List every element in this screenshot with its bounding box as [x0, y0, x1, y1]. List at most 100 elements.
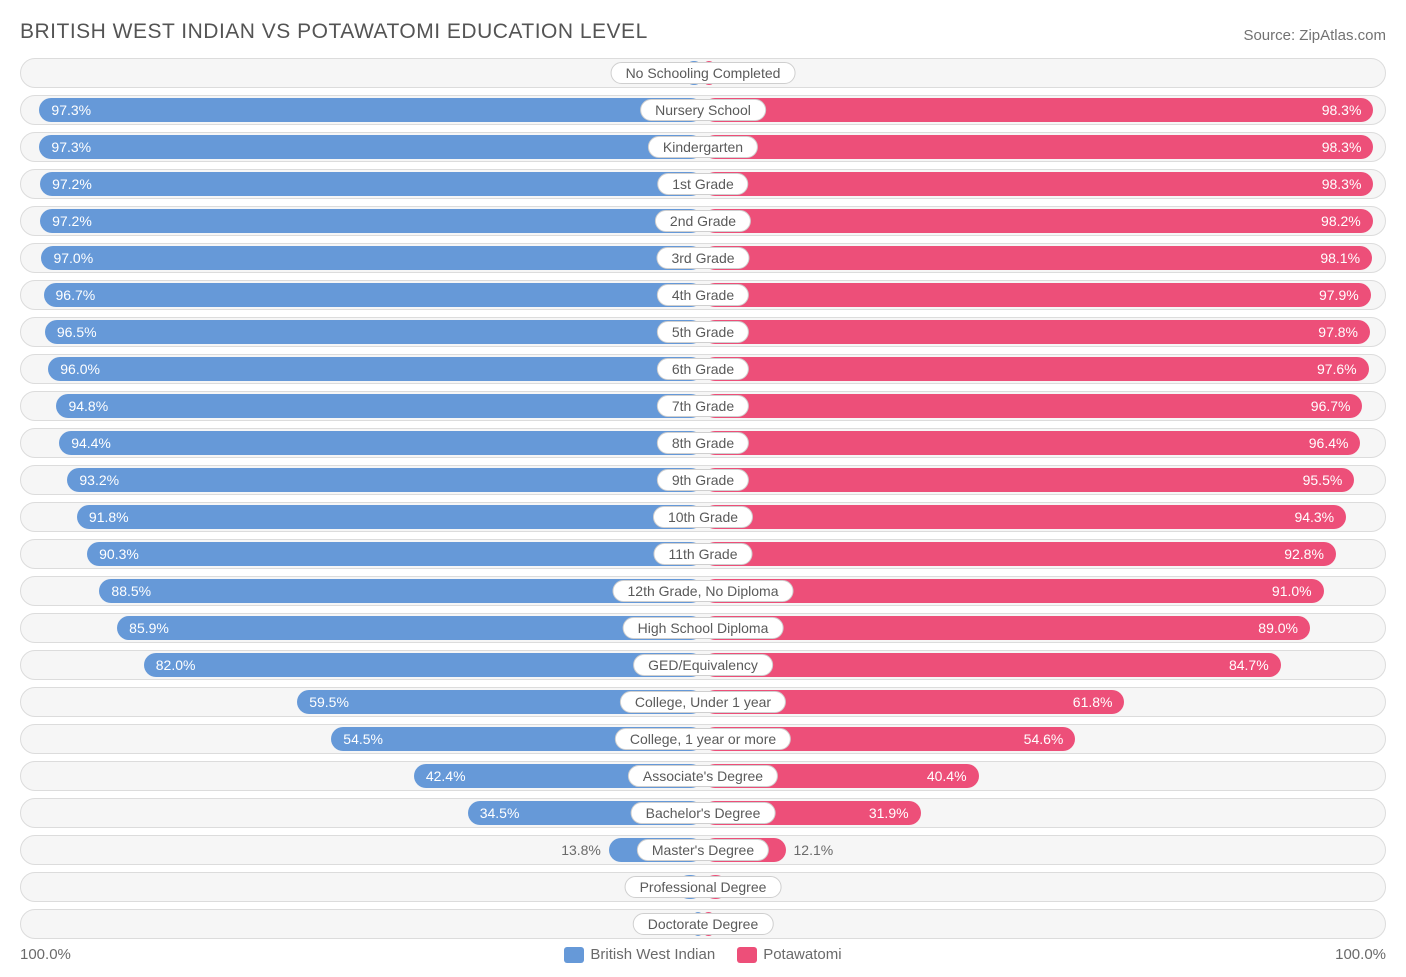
category-label: 3rd Grade — [656, 247, 749, 269]
value-right: 92.8% — [1272, 540, 1336, 568]
chart-row: 3.8%3.6%Professional Degree — [20, 872, 1386, 902]
value-left: 82.0% — [144, 651, 208, 679]
legend-item-left: British West Indian — [564, 946, 715, 963]
chart-row: 1.5%1.6%Doctorate Degree — [20, 909, 1386, 939]
bar-right — [703, 579, 1324, 603]
value-right: 12.1% — [786, 836, 842, 864]
category-label: 9th Grade — [657, 469, 749, 491]
legend: British West Indian Potawatomi — [564, 946, 841, 963]
bar-left — [40, 209, 703, 233]
bar-right — [703, 616, 1310, 640]
chart-row: 97.3%98.3%Nursery School — [20, 95, 1386, 125]
category-label: 2nd Grade — [655, 210, 751, 232]
value-left: 97.2% — [40, 170, 104, 198]
bar-left — [59, 431, 703, 455]
value-right: 98.2% — [1309, 207, 1373, 235]
value-right: 98.1% — [1308, 244, 1372, 272]
bar-left — [144, 653, 703, 677]
bar-left — [39, 135, 703, 159]
chart-header: BRITISH WEST INDIAN VS POTAWATOMI EDUCAT… — [20, 20, 1386, 44]
chart-row: 54.5%54.6%College, 1 year or more — [20, 724, 1386, 754]
axis-max-left: 100.0% — [20, 946, 71, 963]
axis-max-right: 100.0% — [1335, 946, 1386, 963]
category-label: College, Under 1 year — [620, 691, 786, 713]
chart-row: 42.4% 40.4% Associate's Degree — [20, 761, 1386, 791]
category-label: 11th Grade — [653, 543, 752, 565]
legend-swatch-left — [564, 947, 584, 963]
chart-row: 2.7%1.7%No Schooling Completed — [20, 58, 1386, 88]
value-right: 54.6% — [1012, 725, 1076, 753]
bar-left — [39, 98, 703, 122]
chart-footer: 100.0% British West Indian Potawatomi 10… — [20, 946, 1386, 963]
category-label: College, 1 year or more — [615, 728, 791, 750]
category-label: 6th Grade — [657, 358, 749, 380]
bar-left — [41, 246, 703, 270]
chart-source: Source: ZipAtlas.com — [1243, 27, 1386, 44]
value-right: 94.3% — [1282, 503, 1346, 531]
category-label: GED/Equivalency — [633, 654, 773, 676]
diverging-bar-chart: 2.7%1.7%No Schooling Completed97.3%98.3%… — [20, 58, 1386, 939]
chart-row: 96.5%97.8%5th Grade — [20, 317, 1386, 347]
category-label: 1st Grade — [657, 173, 748, 195]
value-left: 97.2% — [40, 207, 104, 235]
chart-row: 94.4%96.4%8th Grade — [20, 428, 1386, 458]
value-left: 96.0% — [48, 355, 112, 383]
chart-row: 97.2% 98.2% 2nd Grade — [20, 206, 1386, 236]
bar-right — [703, 431, 1360, 455]
value-left: 97.3% — [39, 96, 103, 124]
value-right: 97.6% — [1305, 355, 1369, 383]
legend-swatch-right — [737, 947, 757, 963]
category-label: 8th Grade — [657, 432, 749, 454]
value-left: 90.3% — [87, 540, 151, 568]
value-left: 94.4% — [59, 429, 123, 457]
value-left: 97.0% — [41, 244, 105, 272]
value-left: 85.9% — [117, 614, 181, 642]
chart-row: 82.0% 84.7% GED/Equivalency — [20, 650, 1386, 680]
bar-left — [40, 172, 703, 196]
value-left: 59.5% — [297, 688, 361, 716]
value-right: 95.5% — [1291, 466, 1355, 494]
chart-row: 34.5% 31.9% Bachelor's Degree — [20, 798, 1386, 828]
value-right: 31.9% — [857, 799, 921, 827]
value-left: 42.4% — [414, 762, 478, 790]
chart-row: 94.8%96.7%7th Grade — [20, 391, 1386, 421]
value-right: 98.3% — [1310, 133, 1374, 161]
category-label: 7th Grade — [657, 395, 749, 417]
bar-left — [48, 357, 703, 381]
category-label: Doctorate Degree — [633, 913, 774, 935]
chart-row: 90.3% 92.8% 11th Grade — [20, 539, 1386, 569]
bar-right — [703, 468, 1354, 492]
bar-left — [77, 505, 703, 529]
category-label: Bachelor's Degree — [631, 802, 776, 824]
chart-row: 91.8%94.3%10th Grade — [20, 502, 1386, 532]
bar-right — [703, 394, 1362, 418]
value-right: 84.7% — [1217, 651, 1281, 679]
value-left: 97.3% — [39, 133, 103, 161]
bar-right — [703, 320, 1370, 344]
bar-left — [45, 320, 703, 344]
chart-row: 88.5% 91.0% 12th Grade, No Diploma — [20, 576, 1386, 606]
value-left: 96.7% — [44, 281, 108, 309]
bar-right — [703, 172, 1373, 196]
value-right: 89.0% — [1246, 614, 1310, 642]
value-right: 40.4% — [915, 762, 979, 790]
value-right: 97.9% — [1307, 281, 1371, 309]
value-right: 61.8% — [1061, 688, 1125, 716]
category-label: Master's Degree — [637, 839, 769, 861]
category-label: 12th Grade, No Diploma — [613, 580, 794, 602]
value-left: 91.8% — [77, 503, 141, 531]
category-label: Associate's Degree — [628, 765, 778, 787]
value-left: 88.5% — [99, 577, 163, 605]
value-left: 34.5% — [468, 799, 532, 827]
value-right: 91.0% — [1260, 577, 1324, 605]
value-right: 96.7% — [1299, 392, 1363, 420]
bar-right — [703, 98, 1373, 122]
chart-row: 59.5% 61.8% College, Under 1 year — [20, 687, 1386, 717]
legend-label-left: British West Indian — [590, 946, 715, 963]
value-right: 97.8% — [1306, 318, 1370, 346]
chart-row: 97.0% 98.1% 3rd Grade — [20, 243, 1386, 273]
chart-row: 93.2%95.5%9th Grade — [20, 465, 1386, 495]
bar-right — [703, 246, 1372, 270]
category-label: Professional Degree — [625, 876, 782, 898]
bar-right — [703, 283, 1371, 307]
